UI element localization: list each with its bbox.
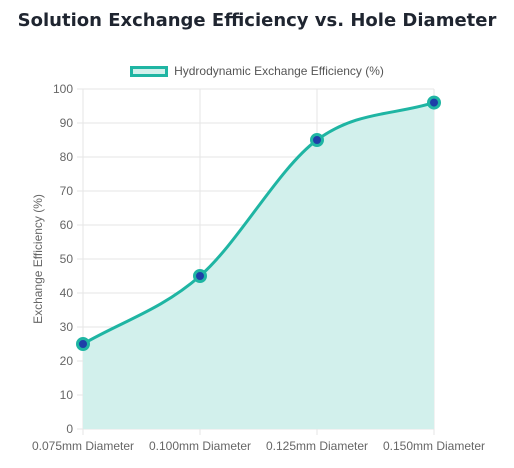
legend-label: Hydrodynamic Exchange Efficiency (%) — [174, 64, 384, 78]
x-tick-labels: 0.075mm Diameter 0.100mm Diameter 0.125mm … — [32, 439, 485, 453]
y-tick-label: 40 — [60, 286, 74, 300]
y-tick-label: 100 — [53, 82, 73, 96]
y-tick-labels: 0 10 20 30 40 50 60 70 80 90 100 — [53, 82, 73, 436]
data-point[interactable] — [193, 269, 207, 283]
y-tick-label: 90 — [60, 116, 74, 130]
series-line — [82, 101, 435, 346]
y-tick-label: 60 — [60, 218, 74, 232]
chart-legend[interactable]: Hydrodynamic Exchange Efficiency (%) — [0, 64, 514, 78]
series-area-fill — [83, 102, 434, 429]
x-tick-label: 0.125mm Diameter — [266, 439, 368, 453]
y-tick-label: 70 — [60, 184, 74, 198]
y-tick-label: 50 — [60, 252, 74, 266]
legend-swatch — [130, 65, 169, 77]
y-tick-label: 0 — [66, 422, 73, 436]
x-tick-label: 0.100mm Diameter — [149, 439, 251, 453]
x-tick-label: 0.150mm Diameter — [383, 439, 485, 453]
data-points — [76, 95, 441, 351]
data-point[interactable] — [76, 337, 90, 351]
x-tick-label: 0.075mm Diameter — [32, 439, 134, 453]
y-tick-label: 10 — [60, 388, 74, 402]
y-axis-label: Exchange Efficiency (%) — [31, 194, 45, 324]
data-point[interactable] — [427, 95, 441, 110]
y-tick-label: 20 — [60, 354, 74, 368]
y-tick-label: 80 — [60, 150, 74, 164]
chart-title: Solution Exchange Efficiency vs. Hole Di… — [17, 10, 497, 31]
data-point[interactable] — [310, 133, 324, 147]
y-tick-label: 30 — [60, 320, 74, 334]
